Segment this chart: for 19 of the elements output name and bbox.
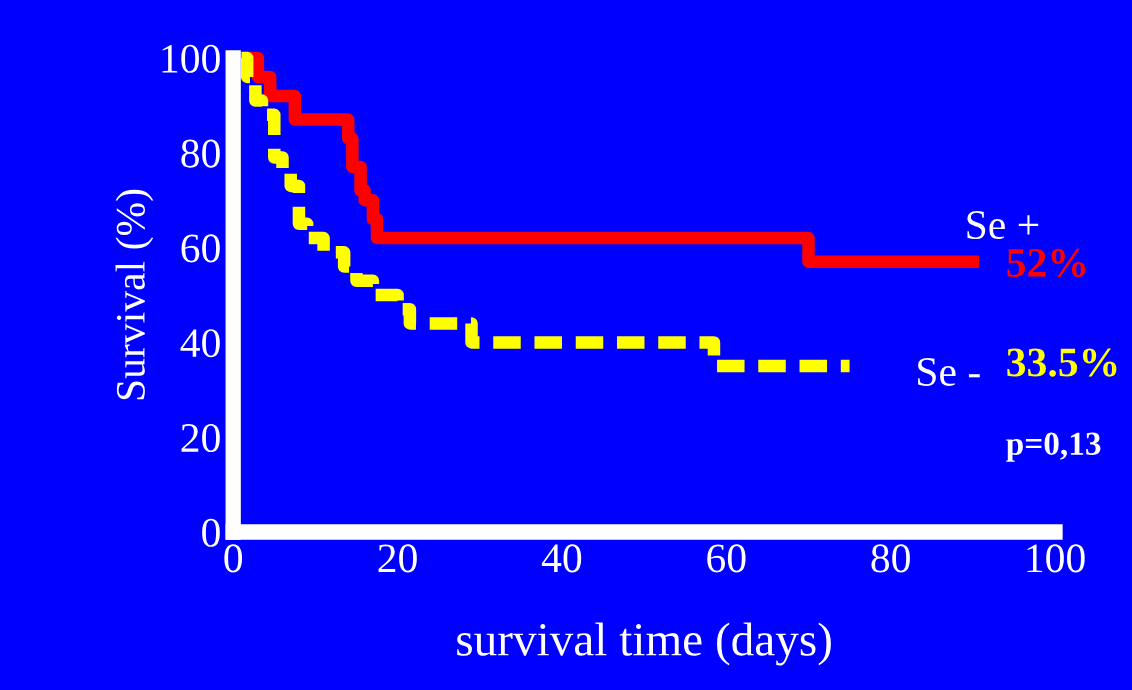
series-label: Se + (967, 211, 1039, 240)
x-tick-label: 80 (871, 544, 910, 573)
y-tick-label: 40 (180, 329, 220, 358)
x-tick-label: 40 (541, 544, 582, 573)
annotation: p=0,13 (1006, 432, 1101, 462)
x-tick-label: 20 (378, 544, 417, 573)
series-label: Se - (918, 357, 980, 386)
x-tick-label: 60 (707, 544, 746, 573)
x-tick-label: 100 (1027, 544, 1085, 573)
annotation: 52% (1007, 248, 1086, 278)
y-tick-label: 20 (181, 423, 220, 453)
y-tick-label: 80 (181, 139, 220, 168)
y-tick-label: 60 (181, 234, 220, 263)
y-tick-label: 0 (202, 518, 220, 547)
x-axis-title: survival time (days) (457, 622, 831, 666)
annotation: 33.5% (1007, 348, 1117, 377)
x-tick-label: 0 (224, 544, 243, 573)
y-tick-label: 100 (162, 44, 220, 73)
y-axis-title: Survival (%) (115, 189, 154, 400)
